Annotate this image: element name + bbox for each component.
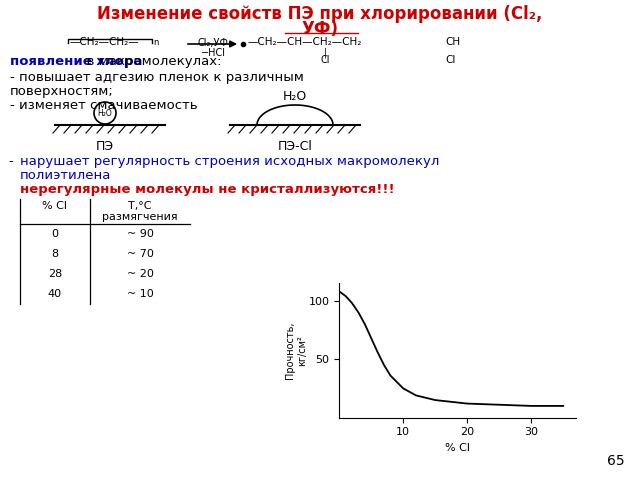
Text: |: |: [323, 47, 326, 58]
Text: —CH₂—CH₂—: —CH₂—CH₂—: [70, 37, 140, 47]
Text: ~ 70: ~ 70: [127, 249, 154, 259]
Text: в макромолекулах:: в макромолекулах:: [10, 55, 221, 68]
Text: Cl₂,УФ: Cl₂,УФ: [198, 38, 228, 48]
X-axis label: % Cl: % Cl: [445, 443, 470, 453]
Text: 0: 0: [51, 229, 58, 239]
Text: Изменение свойств ПЭ при хлорировании (Cl₂,: Изменение свойств ПЭ при хлорировании (C…: [97, 5, 543, 23]
Text: ~ 10: ~ 10: [127, 289, 154, 299]
Text: T,°С: T,°С: [128, 201, 152, 211]
Text: - изменяет смачиваемость: - изменяет смачиваемость: [10, 99, 198, 112]
Text: 65: 65: [607, 454, 625, 468]
Text: ПЭ-Cl: ПЭ-Cl: [278, 140, 312, 153]
Text: поверхностям;: поверхностям;: [10, 85, 114, 98]
Text: нарушает регулярность строения исходных макромолекул: нарушает регулярность строения исходных …: [20, 155, 440, 168]
Text: ~ 90: ~ 90: [127, 229, 154, 239]
Text: n: n: [153, 38, 158, 47]
Text: полиэтилена: полиэтилена: [20, 169, 111, 182]
Text: H₂O: H₂O: [283, 90, 307, 103]
Text: - повышает адгезию пленок к различным: - повышает адгезию пленок к различным: [10, 71, 304, 84]
Text: 28: 28: [48, 269, 62, 279]
Text: 40: 40: [48, 289, 62, 299]
Text: −HCl: −HCl: [200, 48, 225, 58]
Text: 8: 8: [51, 249, 59, 259]
Text: Cl: Cl: [320, 55, 330, 65]
Y-axis label: Прочность,
кг/см²: Прочность, кг/см²: [285, 322, 307, 379]
Text: -: -: [8, 155, 13, 168]
Text: % Cl: % Cl: [42, 201, 67, 211]
Text: появление хлора: появление хлора: [10, 55, 142, 68]
Text: H₂O: H₂O: [98, 108, 113, 118]
Text: нерегулярные молекулы не кристаллизуются!!!: нерегулярные молекулы не кристаллизуются…: [20, 183, 395, 196]
Text: размягчения: размягчения: [102, 212, 178, 222]
Text: ~ 20: ~ 20: [127, 269, 154, 279]
Text: ПЭ: ПЭ: [96, 140, 114, 153]
Text: УФ): УФ): [301, 20, 339, 38]
Text: CH: CH: [445, 37, 460, 47]
Text: —CH₂—CH—CH₂—CH₂: —CH₂—CH—CH₂—CH₂: [248, 37, 362, 47]
Text: Cl: Cl: [445, 55, 456, 65]
